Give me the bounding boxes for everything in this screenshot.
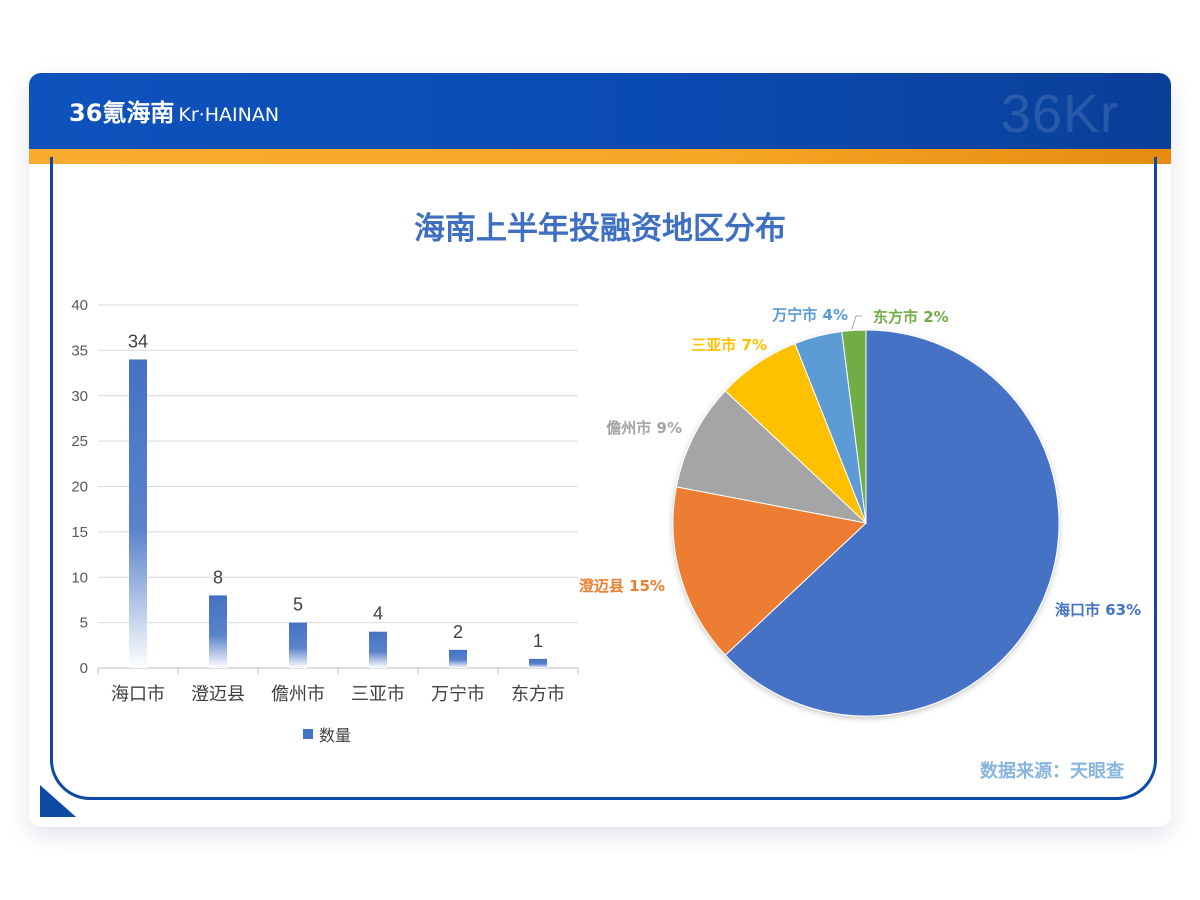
bar-data-label: 8 xyxy=(213,567,223,587)
bar-data-label: 5 xyxy=(293,595,303,615)
bar-data-label: 2 xyxy=(453,622,463,642)
bar xyxy=(369,631,387,668)
pie-slice xyxy=(724,329,1060,717)
pie-chart: 海口市 63% 澄迈县 15% 儋州市 9% 三亚市 7%万宁市 4% 东方市 2% xyxy=(579,306,1141,717)
y-tick-label: 5 xyxy=(80,615,88,632)
brand-watermark: 36Kr xyxy=(1000,84,1119,144)
x-tick-label: 儋州市 xyxy=(271,684,325,705)
legend-swatch xyxy=(303,729,313,739)
y-tick-label: 15 xyxy=(71,524,88,541)
y-tick-label: 20 xyxy=(71,479,88,496)
y-tick-label: 30 xyxy=(71,388,88,405)
y-tick-label: 0 xyxy=(80,660,88,677)
bar xyxy=(289,622,307,668)
chart-title: 海南上半年投融资地区分布 xyxy=(414,211,786,247)
pie-data-label: 东方市 2% xyxy=(873,308,949,326)
brand-logo: 36氪海南 Kr·HAINAN xyxy=(69,93,279,128)
pie-data-label: 澄迈县 15% xyxy=(579,577,665,595)
x-tick-label: 海口市 xyxy=(111,684,165,705)
bar xyxy=(449,649,467,668)
header-banner: 36氪海南 Kr·HAINAN 36Kr xyxy=(29,73,1171,149)
pie-data-label: 万宁市 4% xyxy=(771,306,848,324)
brand-name: 36氪海南 xyxy=(69,99,175,127)
pie-slice xyxy=(672,486,868,656)
x-tick-label: 三亚市 xyxy=(351,684,405,705)
pie-data-label: 儋州市 9% xyxy=(606,419,682,437)
bar xyxy=(209,595,227,668)
y-tick-label: 40 xyxy=(71,297,88,314)
x-tick-label: 东方市 xyxy=(511,684,565,705)
bar-chart: 0 5 10 15 20 25 30 35 40 34 海口市 8 澄迈县 5 儋州市 4 三亚市 2 万宁市 1 东方… xyxy=(71,297,579,745)
bar-data-label: 34 xyxy=(128,331,148,351)
leader-line xyxy=(851,315,862,330)
bar-data-label: 1 xyxy=(533,631,543,651)
bar-data-label: 4 xyxy=(373,604,383,624)
pie-slice xyxy=(675,390,868,524)
legend-label: 数量 xyxy=(319,726,351,745)
data-source: 数据来源：天眼查 xyxy=(980,761,1124,782)
brand-subtitle: Kr·HAINAN xyxy=(178,104,280,126)
y-tick-label: 25 xyxy=(71,433,88,450)
pie-data-label: 海口市 63% xyxy=(1055,601,1141,619)
bar xyxy=(529,658,547,668)
accent-bar xyxy=(29,149,1171,164)
pie-data-label: 三亚市 7% xyxy=(691,336,767,354)
pie-slice xyxy=(841,329,867,524)
content-frame xyxy=(50,157,1157,800)
corner-decoration xyxy=(40,785,76,817)
x-tick-label: 万宁市 xyxy=(431,684,485,705)
pie-slices xyxy=(672,329,1060,717)
y-tick-label: 35 xyxy=(71,342,88,359)
x-tick-label: 澄迈县 xyxy=(191,684,245,705)
y-tick-label: 10 xyxy=(71,569,88,586)
bar xyxy=(129,359,147,668)
